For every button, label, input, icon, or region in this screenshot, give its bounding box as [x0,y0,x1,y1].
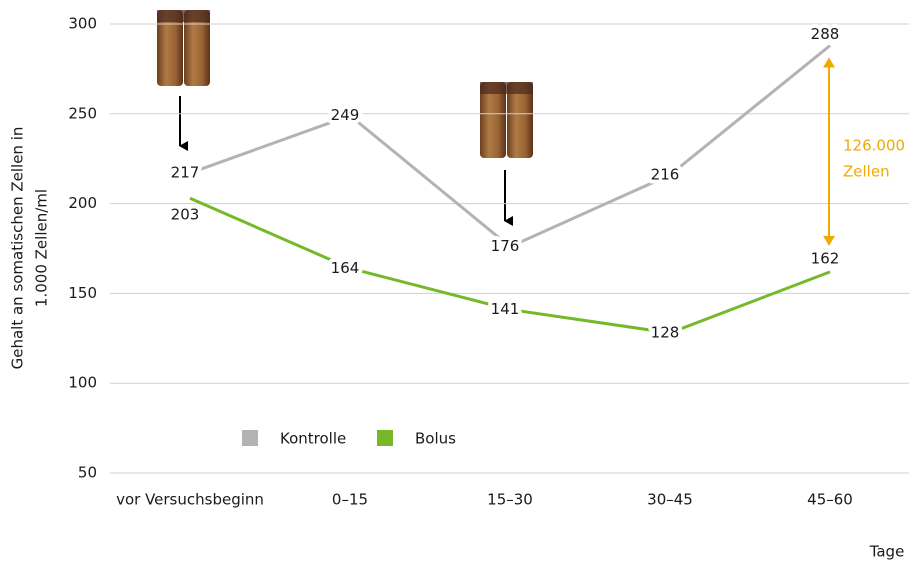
data-label: 176 [491,237,520,255]
x-tick-label: vor Versuchsbeginn [116,491,264,509]
data-label: 288 [811,25,840,43]
bolus-image [157,10,533,158]
x-tick-label: 30–45 [647,491,693,509]
x-axis-label: Tage [869,543,905,561]
x-tick-label: 0–15 [332,491,368,509]
legend-label: Kontrolle [280,430,346,448]
y-tick-label: 300 [68,15,97,33]
legend-swatch [242,430,258,446]
x-tick-label: 45–60 [807,491,853,509]
annotation-arrow-head [823,57,835,68]
y-tick-label: 100 [68,374,97,392]
y-tick-label: 250 [68,104,97,122]
data-label: 164 [331,259,360,277]
data-label: 162 [811,249,840,267]
y-axis-label: Gehalt an somatischen Zellen in [9,127,27,370]
data-label: 216 [651,165,680,183]
annotation: 126.000 [843,137,905,155]
data-label: 217 [171,164,200,182]
series-line [189,196,831,335]
y-axis-label: 1.000 Zellen/ml [33,189,51,307]
annotation: Zellen [843,163,890,181]
y-tick-label: 50 [78,464,97,482]
series-line [189,44,831,249]
data-label: 128 [651,323,680,341]
legend-swatch [377,430,393,446]
data-label: 141 [491,300,520,318]
data-label: 203 [171,206,200,224]
data-label: 249 [331,106,360,124]
y-tick-label: 150 [68,284,97,302]
x-tick-label: 15–30 [487,491,533,509]
annotation-arrow-head [823,235,835,246]
y-tick-label: 200 [68,194,97,212]
legend-label: Bolus [415,430,456,448]
